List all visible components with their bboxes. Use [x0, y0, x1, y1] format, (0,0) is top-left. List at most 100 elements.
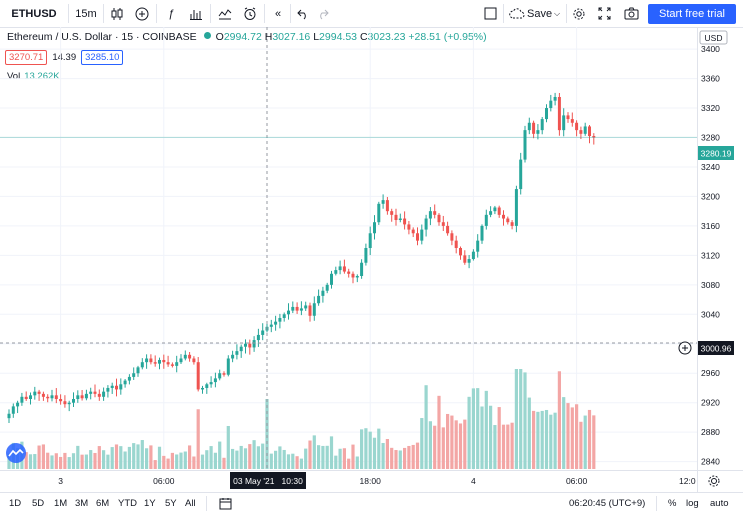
range-button-5y[interactable]: 5Y	[165, 498, 177, 509]
market-status-dot	[203, 32, 211, 39]
candle-body	[54, 395, 58, 400]
add-alert-plus-icon[interactable]	[678, 341, 692, 355]
price-axis[interactable]: 2840288029202960300030403080312031603200…	[701, 44, 720, 467]
symbol-search-button[interactable]: ETHUSD	[11, 7, 57, 20]
range-button-all[interactable]: All	[185, 498, 196, 509]
candle-body	[325, 284, 329, 291]
candle-body	[235, 351, 239, 355]
candle-body	[514, 189, 518, 226]
candle-body	[416, 233, 419, 241]
candle-body	[41, 393, 45, 397]
range-button-1y[interactable]: 1Y	[144, 498, 156, 509]
replay-chart-icon[interactable]	[214, 0, 236, 27]
candle-body	[7, 413, 11, 419]
volume-bar	[89, 450, 93, 469]
volume-bar	[510, 422, 514, 469]
gear-icon[interactable]	[569, 0, 589, 27]
volume-bar	[170, 452, 174, 469]
price-tick-label: 3320	[701, 103, 720, 113]
sell-price-button[interactable]: 3270.71	[5, 50, 48, 65]
price-chart[interactable]: 2840288029202960300030403080312031603200…	[0, 27, 743, 492]
time-axis[interactable]: 3 06:00 18:00 4 06:00	[58, 476, 587, 486]
percent-scale-button[interactable]: %	[668, 498, 677, 509]
range-button-6m[interactable]: 6M	[96, 498, 110, 509]
volume-bar	[295, 456, 299, 469]
layout-square-icon[interactable]	[480, 0, 500, 27]
candle-body	[269, 324, 273, 327]
open-label: O	[215, 31, 224, 43]
compare-add-icon[interactable]	[131, 0, 153, 27]
camera-icon[interactable]	[621, 0, 641, 27]
volume-bar	[437, 395, 441, 469]
candle-body	[50, 395, 54, 399]
volume-bar	[261, 443, 265, 469]
range-button-5d[interactable]: 5D	[32, 498, 45, 509]
candle-body	[24, 396, 28, 400]
templates-icon[interactable]	[185, 0, 207, 27]
indicators-fx-icon[interactable]: ƒ	[167, 7, 175, 20]
candle-body	[493, 207, 497, 212]
change-value: +28.51 (+0.95%)	[408, 31, 487, 43]
goto-date-icon[interactable]	[219, 493, 232, 514]
range-button-ytd[interactable]: YTD	[118, 498, 137, 509]
volume-bar	[506, 424, 510, 469]
volume-bar	[351, 444, 355, 469]
currency-button[interactable]	[699, 30, 728, 45]
rewind-icon[interactable]: «	[274, 7, 282, 20]
fullscreen-icon[interactable]	[594, 0, 614, 27]
candle-body	[527, 122, 531, 131]
candle-body	[136, 367, 140, 374]
candle-body	[497, 207, 501, 215]
crosshair-price-label: 3000.96	[701, 344, 732, 354]
save-chevron-down-icon[interactable]: ⌵	[553, 8, 561, 18]
timezone-clock[interactable]: 06:20:45 (UTC+9)	[569, 498, 646, 509]
candle-body	[252, 340, 256, 348]
crosshair-time-label: 03 May '21 10:30	[233, 476, 303, 486]
candle-body	[84, 393, 88, 399]
divider	[290, 4, 291, 23]
redo-icon[interactable]	[313, 0, 333, 27]
volume-bar	[50, 455, 54, 469]
candle-body	[59, 399, 63, 402]
candle-body	[480, 225, 484, 241]
candle-body	[102, 391, 106, 397]
range-button-1d[interactable]: 1D	[9, 498, 22, 509]
price-tick-label: 3160	[701, 221, 720, 231]
candle-body	[261, 330, 265, 335]
candle-body	[158, 359, 161, 364]
log-scale-button[interactable]: log	[686, 498, 699, 509]
candle-body	[592, 136, 596, 138]
undo-icon[interactable]	[293, 0, 313, 27]
volume-bar	[360, 429, 364, 469]
volume-bar	[523, 372, 527, 469]
buy-price-button[interactable]: 3285.10	[81, 50, 124, 65]
volume-bar	[407, 445, 411, 469]
range-button-1m[interactable]: 1M	[54, 498, 68, 509]
candle-body	[549, 100, 553, 109]
tradingview-logo-icon[interactable]	[6, 443, 26, 463]
volume-bar	[441, 427, 445, 469]
alert-clock-icon[interactable]	[239, 0, 261, 27]
volume-bar	[46, 452, 50, 469]
candle-style-icon[interactable]	[106, 0, 128, 27]
start-free-trial-button[interactable]: Start free trial	[648, 4, 736, 24]
volume-bar	[398, 450, 402, 469]
candle-body	[545, 108, 548, 120]
auto-scale-button[interactable]: auto	[710, 498, 729, 509]
gear-icon[interactable]	[708, 475, 720, 487]
range-button-3m[interactable]: 3M	[75, 498, 89, 509]
symbol-title[interactable]: Ethereum / U.S. Dollar · 15 · COINBASE	[7, 31, 197, 43]
candle-body	[519, 159, 523, 190]
currency-label: USD	[705, 33, 723, 43]
save-button[interactable]: Save	[527, 7, 553, 20]
cloud-icon[interactable]	[507, 0, 527, 27]
candle-body	[145, 358, 149, 363]
interval-button[interactable]: 15m	[75, 7, 97, 20]
volume-bar	[166, 458, 170, 469]
volume-bar	[493, 425, 497, 469]
volume-bar	[570, 407, 574, 469]
candle-body	[282, 314, 286, 318]
candle-body	[437, 214, 441, 223]
candle-body	[218, 373, 222, 379]
volume-bar	[575, 404, 579, 469]
